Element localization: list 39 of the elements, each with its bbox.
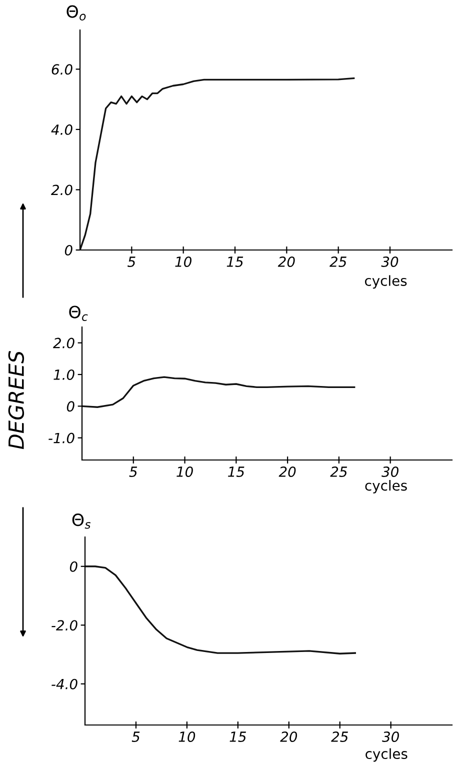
x-tick-label: 15 <box>226 256 244 267</box>
y-tick-label: -1.0 <box>48 432 74 444</box>
x-tick-label: 25 <box>330 466 348 477</box>
y-tick-label: 1.0 <box>54 369 74 380</box>
x-tick-label: 15 <box>228 466 244 477</box>
y-tick-label: 2.0 <box>51 184 72 196</box>
x-axis-title: cycles <box>366 748 408 762</box>
x-tick-label: 25 <box>330 256 346 267</box>
x-tick-label: 20 <box>280 731 298 742</box>
text: DEGREES <box>8 350 24 450</box>
y-tick-label: 0 <box>64 244 72 256</box>
line-series <box>85 566 356 654</box>
x-axis-title: cycles <box>364 275 407 289</box>
x-tick-label: 5 <box>132 732 140 742</box>
y-tick-label: 4.0 <box>51 124 72 135</box>
x-tick-label: 5 <box>129 466 138 477</box>
y-tick-label: -4.0 <box>52 678 78 690</box>
x-tick-label: 20 <box>278 256 295 267</box>
y-axis-title: Θ$_{o}$ <box>66 5 86 21</box>
x-tick-label: 30 <box>381 256 398 267</box>
y-axis-title: Θ$_{c}$ <box>69 306 88 321</box>
y-tick-label: 0 <box>66 401 74 412</box>
line-series <box>80 77 355 250</box>
x-tick-label: 30 <box>382 466 398 477</box>
x-tick-label: 15 <box>230 732 246 742</box>
y-tick-label: 2.0 <box>53 338 74 348</box>
x-tick-label: 25 <box>331 731 348 742</box>
x-tick-label: 20 <box>278 466 296 477</box>
x-axis-title: cycles <box>365 480 407 494</box>
x-tick-label: 10 <box>176 466 193 477</box>
line-series <box>82 376 356 408</box>
x-tick-label: 30 <box>382 731 399 742</box>
y-tick-label: 6.0 <box>52 64 72 75</box>
x-tick-label: 10 <box>178 731 196 742</box>
y-axis-title: Θ$_{s}$ <box>72 514 91 529</box>
y-tick-label: -2.0 <box>52 620 78 631</box>
x-tick-label: 5 <box>128 256 136 267</box>
y-tick-label: 0 <box>70 561 78 572</box>
x-tick-label: 10 <box>175 256 192 267</box>
